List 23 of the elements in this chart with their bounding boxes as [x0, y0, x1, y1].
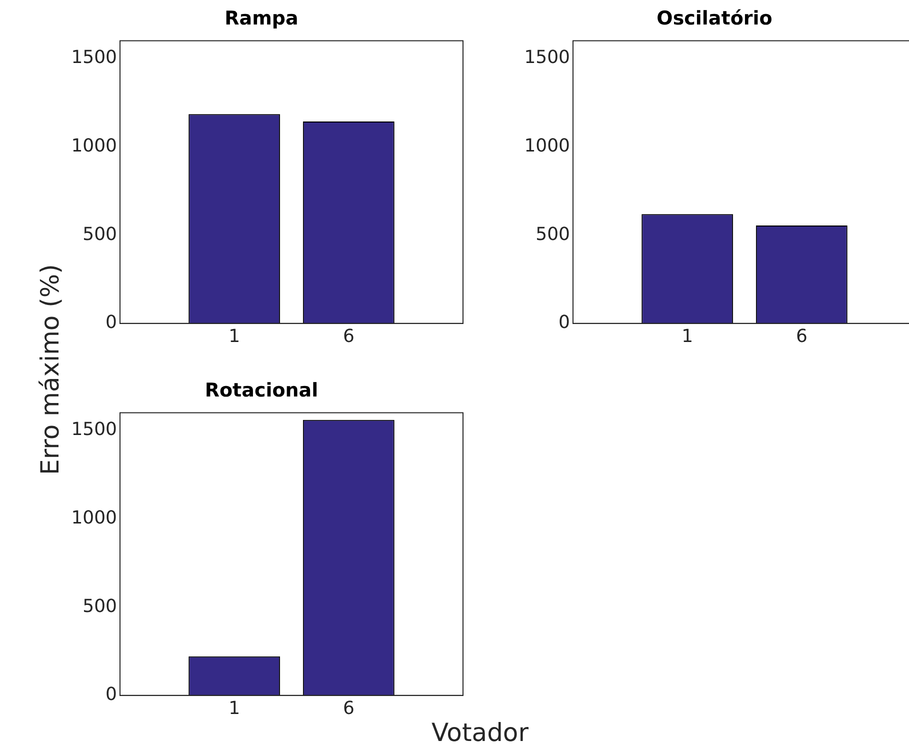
y-tick-label: 1000 — [71, 135, 117, 156]
y-tick-label: 1500 — [524, 47, 570, 68]
x-tick-label: 6 — [342, 326, 354, 347]
x-tick-label: 1 — [682, 326, 694, 347]
chart-title: Rampa — [224, 7, 298, 30]
chart-title: Oscilatório — [656, 7, 772, 30]
y-tick-label: 0 — [558, 312, 570, 334]
x-tick-label: 1 — [228, 326, 240, 347]
x-tick-label: 6 — [796, 326, 808, 347]
x-tick-label: 1 — [228, 698, 240, 719]
y-tick-label: 0 — [106, 312, 117, 334]
x-tick-label: 6 — [342, 698, 354, 719]
y-tick-label: 0 — [106, 684, 117, 706]
y-tick-label: 1500 — [71, 47, 117, 68]
y-axis-title: Erro máximo (%) — [36, 263, 64, 477]
y-tick-label: 1000 — [524, 135, 570, 156]
x-axis-title: Votador — [430, 718, 530, 747]
y-tick-label: 500 — [536, 224, 570, 245]
y-tick-label: 1000 — [71, 507, 117, 528]
chart-title: Rotacional — [204, 379, 318, 402]
y-tick-label: 500 — [82, 596, 117, 617]
y-tick-label: 500 — [82, 224, 117, 245]
y-tick-label: 1500 — [71, 419, 117, 440]
